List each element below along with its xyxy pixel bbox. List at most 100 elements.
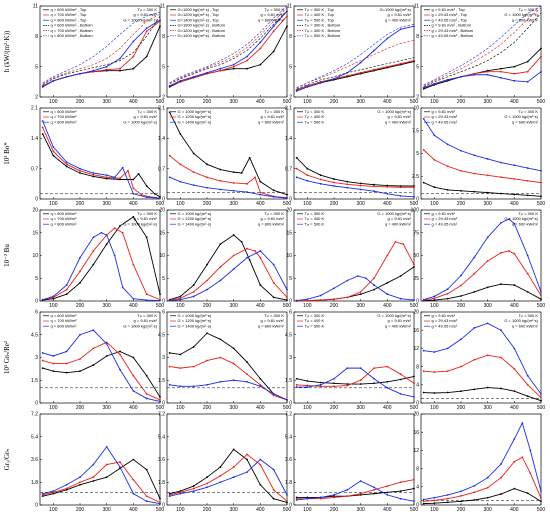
data-point [473, 327, 476, 329]
y-tick-label: 0 [416, 197, 419, 203]
data-point [246, 67, 248, 70]
x-tick-label: 400 [256, 507, 265, 513]
legend-entry: G = 1000 kg/(m²·s) [178, 211, 212, 216]
series-line-0 [423, 283, 542, 302]
series-line-2 [42, 120, 161, 199]
data-point [272, 263, 275, 266]
data-point [386, 386, 389, 389]
y-tick-label: 16 [413, 328, 419, 334]
x-tick-label: 400 [510, 201, 519, 207]
data-point [145, 374, 148, 377]
data-point [105, 445, 108, 448]
y-tick-label: 12 [413, 346, 419, 352]
data-point [219, 67, 222, 70]
data-point [306, 167, 309, 170]
data-point [92, 250, 95, 252]
y-tick-label: 8 [416, 34, 419, 40]
y-tick-label: 12 [413, 448, 419, 454]
condition-label: g = 9.81 m/s² [261, 216, 285, 221]
series-line-2 [169, 176, 288, 199]
data-point [433, 158, 436, 161]
series-line-3 [423, 12, 542, 88]
data-point [500, 192, 502, 195]
x-tick-label: 200 [457, 303, 466, 309]
data-point [399, 28, 402, 31]
data-point [373, 288, 375, 291]
data-point [145, 397, 148, 400]
data-point [272, 296, 275, 299]
series-line-2 [423, 322, 542, 395]
legend-entry: G=1200 kg/(m²·s) , Bottom [178, 28, 226, 33]
data-point [433, 186, 436, 189]
data-point [386, 37, 389, 40]
data-point [192, 490, 195, 492]
x-tick-label: 200 [76, 303, 85, 309]
y-tick-label: 0 [35, 503, 38, 509]
data-point [232, 67, 235, 70]
data-point [540, 195, 542, 198]
x-tick-label: 200 [330, 99, 339, 105]
data-point [52, 370, 55, 373]
x-tick-label: 500 [410, 99, 419, 105]
data-point [206, 288, 208, 291]
series-line-1 [296, 60, 415, 91]
data-point [259, 383, 262, 386]
series-line-1 [296, 366, 415, 387]
data-point [319, 383, 322, 386]
panel-frame [293, 5, 415, 98]
data-point [286, 288, 288, 291]
data-point [140, 193, 143, 196]
series-line-1 [169, 155, 288, 199]
data-point [319, 182, 322, 185]
condition-label: G=1000 kg/(m²·s) [380, 7, 412, 12]
legend-entry: Tᵢₙ = 300 K , Bottom [305, 23, 341, 28]
data-point [206, 476, 208, 479]
legend-entry: g = 49.05 m/s² , Bottom [432, 33, 474, 38]
data-point [446, 165, 449, 168]
data-point [399, 185, 402, 187]
data-point [246, 247, 248, 250]
data-point [460, 75, 462, 78]
data-point [286, 10, 288, 12]
data-point [127, 169, 129, 172]
data-point [259, 256, 262, 259]
data-point [65, 284, 68, 286]
series-line-1 [169, 453, 288, 502]
data-point [206, 176, 208, 179]
data-point [500, 283, 502, 286]
data-point [422, 391, 425, 394]
data-point [168, 352, 171, 354]
data-point [486, 386, 489, 389]
data-point [446, 501, 449, 504]
legend-entry: Tᵢₙ = 300 K , Top [305, 7, 335, 12]
legend-entry: Tᵢₙ = 400 K [305, 114, 325, 119]
data-point [422, 181, 425, 184]
data-point [132, 374, 135, 377]
data-point [346, 367, 349, 370]
x-tick-label: 100 [49, 201, 58, 207]
x-tick-label: 500 [156, 201, 165, 207]
data-point [433, 134, 436, 137]
data-point [286, 15, 288, 18]
data-point [413, 263, 415, 266]
condition-label: G = 1000 kg/(m²·s) [377, 313, 411, 318]
x-tick-label: 400 [383, 99, 392, 105]
data-point [137, 172, 140, 175]
data-point [386, 281, 389, 284]
series-line-2 [423, 218, 542, 301]
data-point [446, 292, 449, 295]
data-point [295, 176, 298, 179]
data-point [65, 165, 68, 168]
data-point [113, 254, 116, 257]
y-tick-label: 5.4 [285, 434, 292, 440]
y-tick-label: 1.5 [31, 378, 38, 384]
data-point [92, 329, 95, 332]
condition-label: G = 1000 kg/(m²·s) [504, 12, 538, 17]
data-point [179, 79, 182, 82]
data-point [41, 367, 44, 370]
x-tick-label: 200 [330, 201, 339, 207]
data-point [486, 260, 489, 262]
data-point [79, 333, 81, 336]
